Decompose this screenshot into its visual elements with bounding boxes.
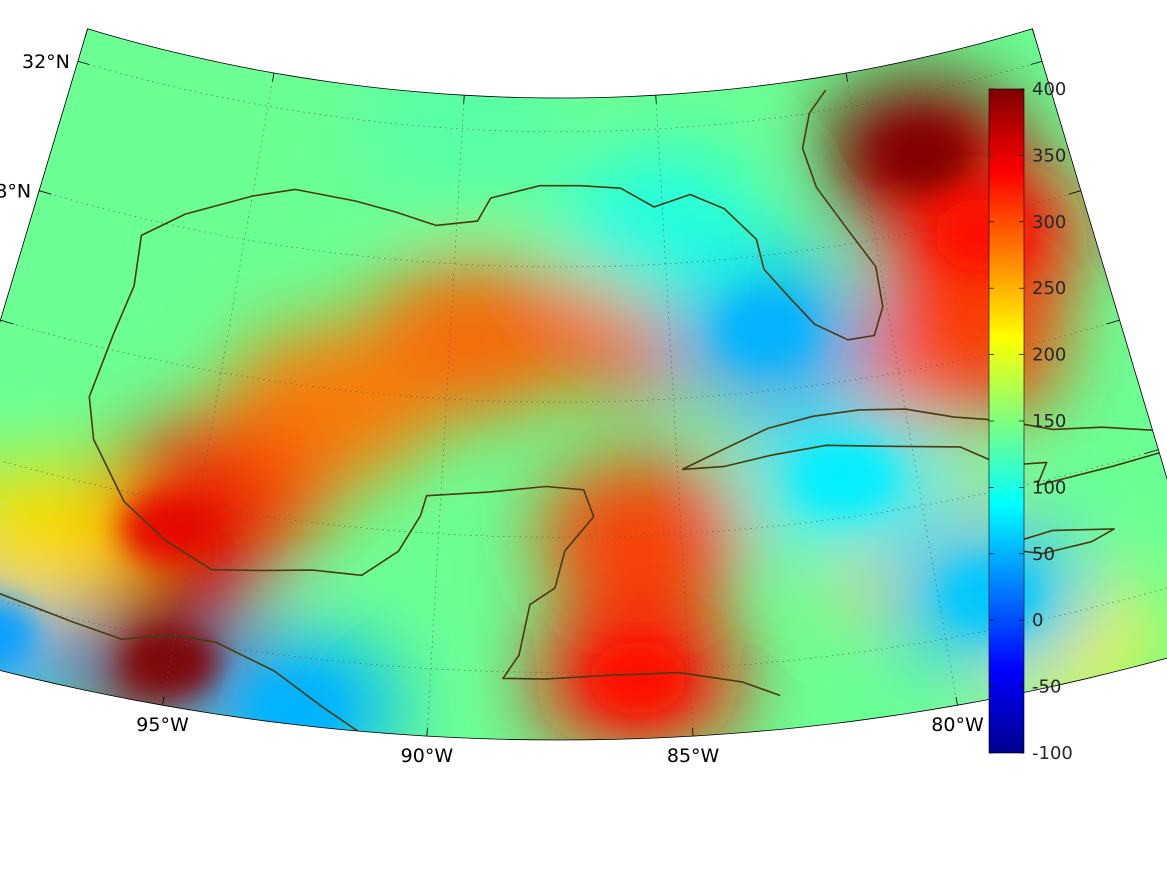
field-core <box>120 491 217 564</box>
colorbar-tick-label: 400 <box>1032 79 1066 100</box>
lat-tick-mark <box>1030 60 1043 65</box>
parallel-line <box>0 578 1167 673</box>
field-core <box>874 118 971 191</box>
field-core <box>589 641 686 714</box>
field-core <box>796 440 893 513</box>
lon-tick-label: 95°W <box>136 714 189 736</box>
graticule-gridlines <box>0 28 1167 737</box>
meridian-line <box>845 72 958 706</box>
parallel-line <box>77 60 1043 133</box>
lon-tick-label: 90°W <box>401 745 454 767</box>
field-core <box>248 671 345 741</box>
colorbar-tick-label: 150 <box>1032 411 1066 432</box>
frame-ticks <box>0 28 1159 737</box>
colorbar-tick-label: 100 <box>1032 477 1066 498</box>
lat-tick-label: 28°N <box>0 181 31 203</box>
colorbar-tick-label: 300 <box>1032 212 1066 233</box>
lon-tick-mark <box>162 696 165 706</box>
field-core <box>122 626 219 698</box>
coastline-segment <box>88 332 781 697</box>
lat-tick-mark <box>0 319 14 325</box>
lon-tick-mark <box>1032 28 1036 38</box>
longitude-tick-labels: 100°W95°W90°W85°W80°W75°W <box>136 714 984 767</box>
colorbar-tick-label: -50 <box>1032 677 1061 698</box>
colorbar-tick-label: 0 <box>1032 610 1043 631</box>
map-frame <box>0 28 1167 741</box>
field-core <box>718 294 815 366</box>
meridian-line <box>426 95 465 737</box>
coastline-segment <box>681 408 1167 487</box>
field-blob <box>0 460 144 621</box>
lon-tick-mark <box>84 28 88 38</box>
coastline-segment <box>113 89 884 341</box>
lat-tick-mark <box>77 60 90 65</box>
lat-tick-mark <box>1144 449 1159 455</box>
colorbar-ticks: 400 350 300 250 200 150 100 50 0 -50 -100 <box>989 79 1073 764</box>
meridian-line <box>655 95 694 737</box>
lon-tick-mark <box>955 696 958 706</box>
colorbar-tick-label: -100 <box>1032 743 1073 764</box>
colorbar-gradient <box>988 88 1025 754</box>
colorbar-tick-label: 250 <box>1032 278 1066 299</box>
colorbar-tick-label: 50 <box>1032 544 1055 565</box>
meridian-line <box>162 72 275 706</box>
coastline-segment <box>0 552 359 732</box>
colorbar-tick-label: 350 <box>1032 145 1066 166</box>
lon-tick-mark <box>845 72 848 82</box>
latitude-tick-labels: 32°N28°N24°N20°N16°N <box>0 51 70 203</box>
colorbar-tick-label: 200 <box>1032 345 1066 366</box>
field-blob <box>537 455 748 616</box>
lat-tick-label: 32°N <box>22 51 70 73</box>
colorbar: 400 350 300 250 200 150 100 50 0 -50 -100 <box>988 79 1073 764</box>
lat-tick-mark <box>1068 190 1081 195</box>
lon-tick-mark <box>272 72 275 82</box>
lat-tick-mark <box>39 190 52 195</box>
parallel-line <box>0 319 1120 403</box>
lon-tick-label: 85°W <box>667 745 720 767</box>
field-core <box>0 596 37 669</box>
lon-tick-label: 80°W <box>931 714 984 736</box>
parallel-line <box>39 190 1081 268</box>
lat-tick-mark <box>1106 319 1120 325</box>
